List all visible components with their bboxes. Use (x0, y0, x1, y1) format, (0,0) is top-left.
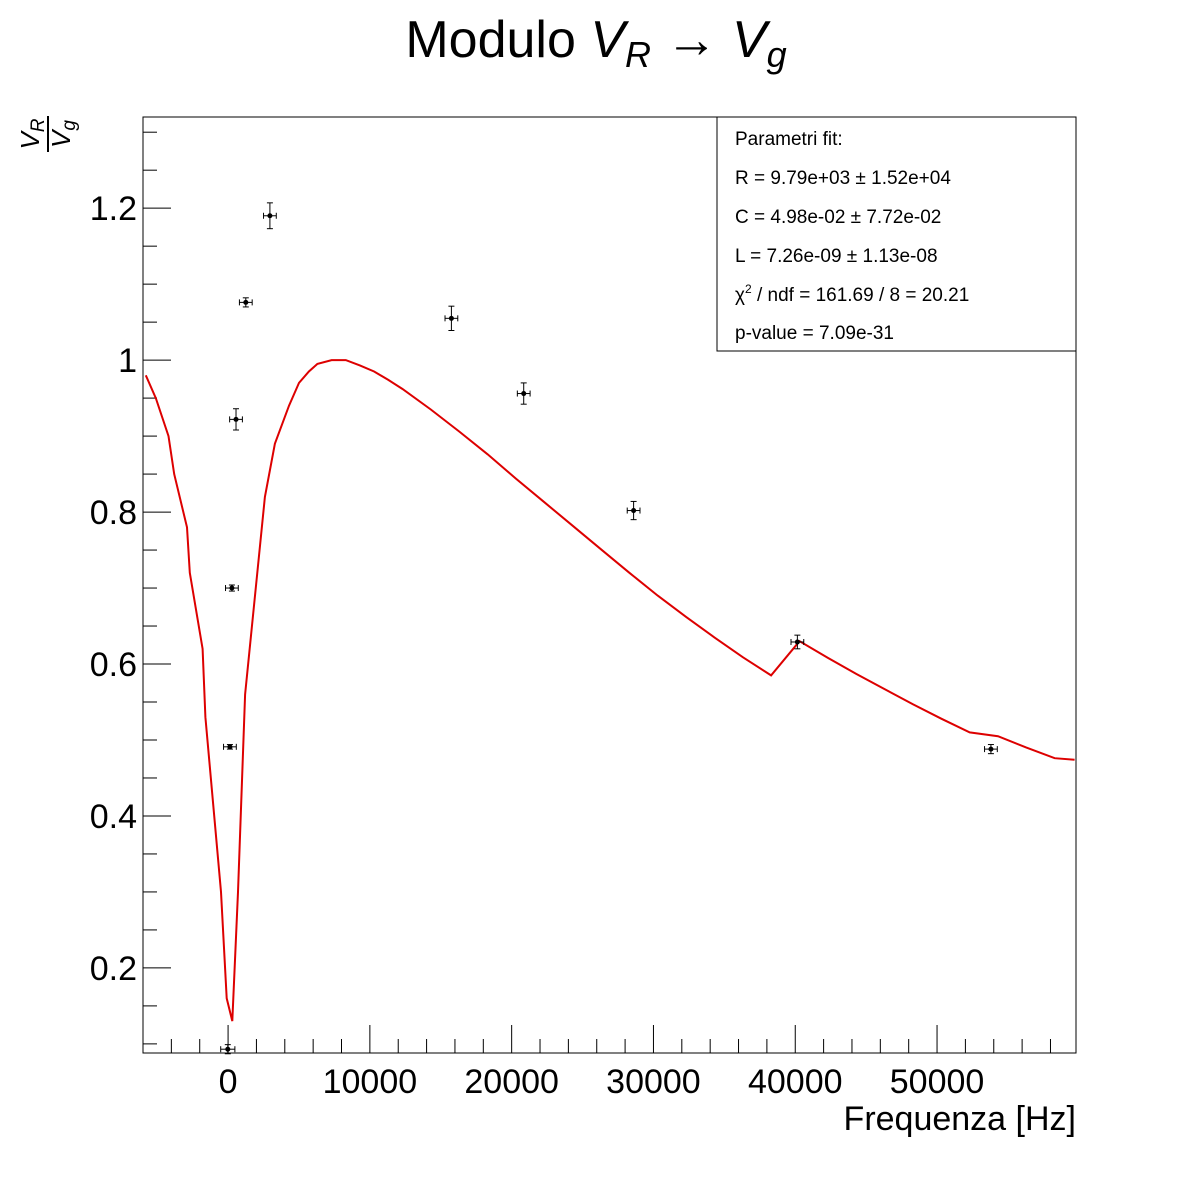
data-point (223, 743, 237, 750)
point-marker (267, 213, 273, 219)
chart-title-vr: V (590, 11, 629, 69)
x-tick-label: 30000 (606, 1063, 701, 1101)
chart-title-vg: V (732, 11, 771, 69)
chart-title: Modulo VR → Vg (405, 11, 786, 75)
point-marker (229, 585, 235, 591)
data-point (229, 408, 243, 431)
point-marker (233, 416, 239, 422)
point-marker (521, 391, 527, 397)
data-point (263, 202, 277, 230)
y-label-numerator: VR (15, 118, 49, 149)
fit-stats-chi-rest: / ndf = 161.69 / 8 = 20.21 (752, 285, 970, 306)
x-axis-title: Frequenza [Hz] (844, 1100, 1076, 1138)
fit-stats-l: L = 7.26e-09 ± 1.13e-08 (735, 246, 938, 267)
x-axis-tick-labels: 0 10000 20000 30000 40000 50000 (219, 1063, 985, 1101)
y-label-den-sub: g (59, 120, 80, 131)
y-axis-tick-labels: 0.2 0.4 0.6 0.8 1 1.2 (90, 190, 137, 988)
data-point (238, 297, 253, 308)
chart-title-prefix: Modulo (405, 11, 590, 69)
fit-stats-chi2: χ2 / ndf = 161.69 / 8 = 20.21 (735, 282, 969, 306)
point-marker (794, 639, 800, 645)
fit-stats-header: Parametri fit: (735, 129, 843, 150)
fit-stats-c: C = 4.98e-02 ± 7.72e-02 (735, 207, 941, 228)
y-tick-label: 0.4 (90, 798, 137, 836)
fit-stats-box: Parametri fit: R = 9.79e+03 ± 1.52e+04 C… (716, 116, 1077, 352)
x-tick-label: 20000 (464, 1063, 559, 1101)
y-tick-label: 0.6 (90, 646, 137, 684)
y-label-den-v: V (46, 128, 76, 148)
point-marker (227, 744, 233, 750)
x-tick-label: 40000 (748, 1063, 843, 1101)
chart-title-vr-sub: R (625, 34, 651, 75)
point-marker (988, 746, 994, 752)
y-label-num-sub: R (28, 118, 49, 132)
y-tick-label: 0.2 (90, 950, 137, 988)
chart-title-vg-sub: g (767, 34, 787, 75)
x-tick-label: 0 (219, 1063, 238, 1101)
y-label-num-v: V (15, 130, 45, 150)
data-point (516, 382, 531, 405)
fit-stats-chi-exp: 2 (745, 282, 752, 296)
point-marker (225, 1046, 231, 1052)
chart-title-arrow: → (651, 11, 732, 69)
data-point (444, 305, 459, 331)
y-tick-label: 0.8 (90, 494, 137, 532)
data-point (626, 500, 641, 521)
x-tick-label: 10000 (323, 1063, 418, 1101)
fit-curve (144, 359, 1075, 1022)
point-marker (631, 508, 637, 514)
y-axis-ticks (143, 131, 171, 1045)
x-tick-label: 50000 (890, 1063, 985, 1101)
x-axis-ticks (170, 1025, 1051, 1053)
fit-stats-r: R = 9.79e+03 ± 1.52e+04 (735, 168, 951, 189)
y-axis-label: VR Vg (15, 116, 80, 152)
fit-stats-chi-symbol: χ (735, 285, 745, 306)
fit-stats-frame (716, 116, 1077, 352)
data-points (220, 202, 998, 1055)
data-point (225, 584, 239, 592)
fit-stats-pvalue: p-value = 7.09e-31 (735, 323, 894, 344)
y-label-denominator: Vg (46, 120, 80, 148)
point-marker (448, 315, 454, 321)
data-point (220, 1044, 236, 1055)
y-tick-label: 1.2 (90, 190, 137, 228)
plot-frame (142, 116, 1077, 1054)
data-point (984, 744, 998, 755)
point-marker (243, 299, 249, 305)
data-point (790, 634, 805, 650)
y-tick-label: 1 (118, 342, 137, 380)
